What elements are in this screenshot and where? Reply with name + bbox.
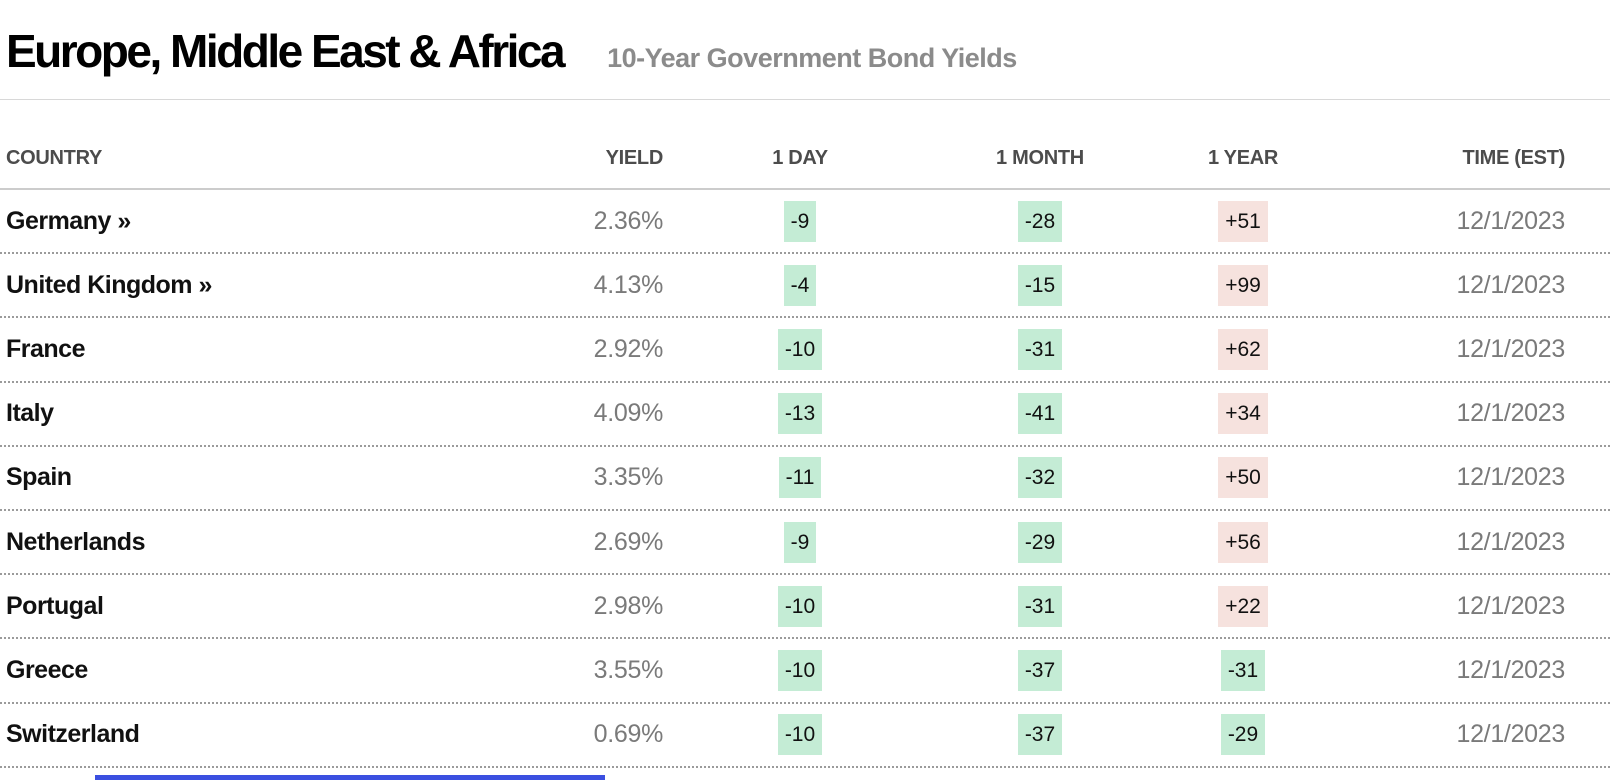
col-header-1year: 1 YEAR	[1207, 147, 1279, 169]
country-label-greece: Greece	[6, 655, 88, 684]
time-value: 12/1/2023	[1456, 334, 1565, 363]
table-row-germany: Germany » 2.36% -9 -28 +51 12/1/2023	[0, 190, 1610, 255]
yield-value: 2.36%	[593, 206, 664, 235]
page-header: Europe, Middle East & Africa 10-Year Gov…	[0, 0, 1610, 100]
change-1month-badge: -15	[1017, 264, 1063, 306]
change-1month-badge: -41	[1017, 393, 1063, 435]
country-label-portugal: Portugal	[6, 591, 104, 620]
change-1day-badge: -4	[783, 264, 817, 306]
table-row-portugal: Portugal 2.98% -10 -31 +22 12/1/2023	[0, 575, 1610, 640]
time-value: 12/1/2023	[1456, 399, 1565, 428]
change-1day-badge: -9	[783, 200, 817, 242]
yield-value: 4.13%	[593, 270, 664, 299]
change-1month-badge: -31	[1017, 328, 1063, 370]
country-link-germany[interactable]: Germany »	[6, 206, 131, 235]
change-1year-badge: +62	[1218, 328, 1268, 370]
change-1year-badge: +51	[1218, 200, 1268, 242]
change-1day-badge: -13	[777, 393, 823, 435]
table-row-italy: Italy 4.09% -13 -41 +34 12/1/2023	[0, 383, 1610, 447]
country-label-spain: Spain	[6, 463, 72, 492]
change-1day-badge: -9	[783, 521, 817, 563]
page-title: Europe, Middle East & Africa	[6, 25, 566, 77]
country-label-france: France	[6, 334, 85, 363]
yields-table: COUNTRY YIELD 1 DAY 1 MONTH 1 YEAR TIME …	[0, 100, 1610, 768]
yield-value: 3.35%	[593, 463, 664, 492]
table-row-france: France 2.92% -10 -31 +62 12/1/2023	[0, 318, 1610, 383]
yield-value: 3.55%	[593, 655, 664, 684]
change-1year-badge: -29	[1220, 714, 1266, 756]
change-1month-badge: -37	[1017, 714, 1063, 756]
table-row-united-kingdom: United Kingdom » 4.13% -4 -15 +99 12/1/2…	[0, 254, 1610, 319]
table-header-row: COUNTRY YIELD 1 DAY 1 MONTH 1 YEAR TIME …	[0, 100, 1610, 190]
table-row-greece: Greece 3.55% -10 -37 -31 12/1/2023	[0, 639, 1610, 704]
time-value: 12/1/2023	[1456, 527, 1565, 556]
col-header-country: COUNTRY	[6, 147, 103, 169]
country-link-united-kingdom[interactable]: United Kingdom »	[6, 270, 212, 299]
yield-value: 2.69%	[593, 527, 664, 556]
change-1day-badge: -10	[777, 714, 823, 756]
change-1day-badge: -10	[777, 585, 823, 627]
time-value: 12/1/2023	[1456, 655, 1565, 684]
table-row-spain: Spain 3.35% -11 -32 +50 12/1/2023	[0, 447, 1610, 511]
time-value: 12/1/2023	[1456, 463, 1565, 492]
time-value: 12/1/2023	[1456, 720, 1565, 749]
change-1year-badge: +56	[1218, 521, 1268, 563]
change-1month-badge: -37	[1017, 649, 1063, 691]
yield-value: 2.98%	[593, 591, 664, 620]
change-1year-badge: +22	[1218, 585, 1268, 627]
page-subtitle: 10-Year Government Bond Yields	[607, 43, 1017, 73]
table-row-switzerland: Switzerland 0.69% -10 -37 -29 12/1/2023	[0, 704, 1610, 768]
change-1day-badge: -11	[778, 457, 822, 499]
time-value: 12/1/2023	[1456, 591, 1565, 620]
country-label-switzerland: Switzerland	[6, 720, 140, 749]
change-1month-badge: -31	[1017, 585, 1063, 627]
time-value: 12/1/2023	[1456, 270, 1565, 299]
col-header-time: TIME (EST)	[1462, 147, 1565, 169]
yield-value: 2.92%	[593, 334, 664, 363]
change-1month-badge: -32	[1017, 457, 1063, 499]
change-1day-badge: -10	[777, 328, 823, 370]
change-1month-badge: -28	[1017, 200, 1063, 242]
col-header-yield: YIELD	[605, 147, 664, 169]
change-1year-badge: +99	[1218, 264, 1268, 306]
yield-value: 4.09%	[593, 399, 664, 428]
country-label-netherlands: Netherlands	[6, 527, 145, 556]
change-1year-badge: +50	[1218, 457, 1268, 499]
yield-value: 0.69%	[593, 720, 664, 749]
country-label-italy: Italy	[6, 399, 54, 428]
change-1month-badge: -29	[1017, 521, 1063, 563]
col-header-1month: 1 MONTH	[996, 147, 1084, 169]
time-value: 12/1/2023	[1456, 206, 1565, 235]
col-header-1day: 1 DAY	[772, 147, 828, 169]
change-1day-badge: -10	[777, 649, 823, 691]
partial-bottom-element[interactable]	[95, 775, 605, 780]
table-row-netherlands: Netherlands 2.69% -9 -29 +56 12/1/2023	[0, 511, 1610, 576]
change-1year-badge: -31	[1220, 649, 1266, 691]
change-1year-badge: +34	[1218, 393, 1268, 435]
